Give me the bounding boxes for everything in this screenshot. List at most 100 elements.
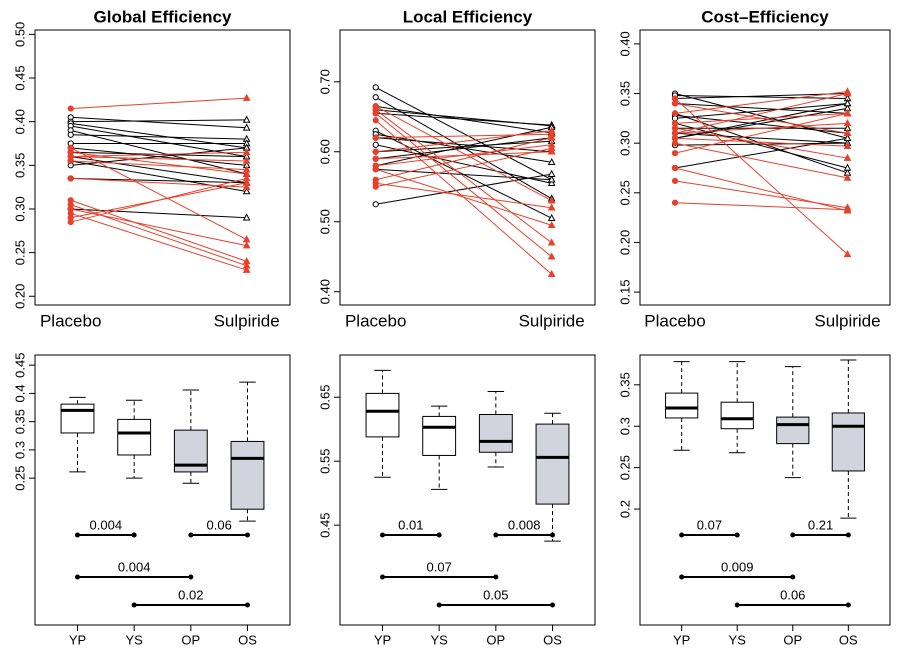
subject-line (674, 180, 848, 209)
subject-line (674, 95, 848, 100)
subject-line (375, 137, 552, 153)
subject-line (70, 160, 247, 193)
sulpiride-point (843, 128, 852, 137)
bracket-end (493, 574, 499, 580)
subject-line (70, 134, 247, 140)
chart-title: Cost–Efficiency (701, 7, 829, 26)
subject-line (70, 177, 247, 223)
placebo-point (671, 199, 679, 206)
subject-line (375, 137, 552, 160)
placebo-point (671, 100, 679, 107)
y-tick-label: 0.45 (317, 513, 332, 538)
sulpiride-point (242, 156, 251, 164)
p-value-label: 0.009 (721, 559, 754, 574)
placebo-point (671, 95, 679, 102)
subject-line (375, 168, 552, 226)
sulpiride-point (547, 203, 556, 211)
placebo-point (372, 110, 379, 117)
bracket-end (734, 602, 740, 608)
y-tick-label: 0.40 (317, 279, 332, 304)
p-value-label: 0.07 (427, 559, 452, 574)
subject-line (70, 199, 247, 262)
placebo-point (372, 134, 379, 141)
subject-line (375, 137, 552, 181)
subject-line (674, 102, 848, 114)
sulpiride-point (843, 133, 852, 142)
sulpiride-point (242, 147, 251, 156)
placebo-point (671, 135, 679, 142)
subject-line (70, 151, 247, 158)
placebo-point (372, 94, 379, 101)
box (422, 415, 457, 456)
sulpiride-point (843, 89, 852, 97)
y-tick-label: 0.35 (617, 81, 632, 106)
box (478, 414, 513, 453)
subject-line (375, 86, 552, 181)
x-tick-label: Placebo (40, 311, 101, 330)
sulpiride-point (547, 126, 556, 134)
y-tick-label: 0.3 (617, 417, 632, 435)
bracket-end (436, 532, 442, 538)
p-value-label: 0.004 (118, 559, 151, 574)
placebo-point (67, 153, 74, 160)
sulpiride-point (547, 196, 556, 204)
x-tick-label: OP (783, 632, 802, 647)
subject-line (70, 119, 247, 123)
sulpiride-point (547, 178, 556, 187)
placebo-point (67, 105, 74, 112)
placebo-point (372, 166, 379, 173)
p-value-label: 0.07 (697, 517, 722, 532)
placebo-point (671, 125, 679, 132)
sulpiride-point (547, 238, 556, 246)
x-tick-label: YS (430, 632, 448, 647)
subject-line (375, 112, 552, 126)
p-value-label: 0.21 (808, 517, 833, 532)
placebo-point (372, 201, 379, 208)
sulpiride-point (242, 213, 251, 221)
y-tick-label: 0.35 (12, 153, 27, 178)
x-tick-label: OP (181, 632, 200, 647)
bracket-end (493, 532, 499, 538)
subject-line (70, 147, 247, 240)
subject-line (674, 91, 848, 114)
plot-frame (639, 354, 891, 626)
subject-line (674, 112, 848, 124)
y-tick-label: 0.4 (12, 384, 27, 402)
y-tick-label: 0.25 (12, 465, 27, 490)
placebo-point (372, 84, 379, 91)
box (230, 440, 265, 510)
sulpiride-point (843, 118, 852, 127)
subject-line (70, 116, 247, 129)
subject-line (375, 182, 552, 209)
sulpiride-point (547, 220, 556, 229)
subject-line (70, 97, 247, 110)
sulpiride-point (547, 169, 556, 177)
y-tick-label: 0.15 (617, 279, 632, 304)
sulpiride-point (242, 187, 251, 195)
sulpiride-point (547, 213, 556, 222)
subject-line (674, 93, 848, 100)
box (720, 401, 754, 430)
placebo-point (671, 110, 679, 117)
subject-line (375, 144, 552, 167)
plot-frame (34, 354, 291, 626)
y-tick-label: 0.25 (617, 180, 632, 205)
sulpiride-point (547, 269, 556, 278)
p-value-label: 0.06 (207, 517, 232, 532)
y-tick-label: 0.40 (617, 31, 632, 56)
box (776, 416, 810, 445)
bracket-end (245, 602, 250, 608)
x-tick-label: Sulpiride (214, 311, 280, 330)
plot-frame (34, 29, 291, 306)
y-tick-label: 0.65 (317, 385, 332, 410)
y-tick-label: 0.35 (617, 372, 632, 397)
subject-line (70, 208, 247, 247)
bracket-end (188, 574, 194, 580)
sulpiride-point (547, 157, 556, 166)
bracket-end (790, 532, 796, 538)
subject-line (70, 125, 247, 158)
y-tick-label: 0.30 (12, 196, 27, 221)
bracket-end (734, 532, 740, 538)
x-tick-label: YS (729, 632, 747, 647)
y-tick-label: 0.45 (12, 65, 27, 90)
